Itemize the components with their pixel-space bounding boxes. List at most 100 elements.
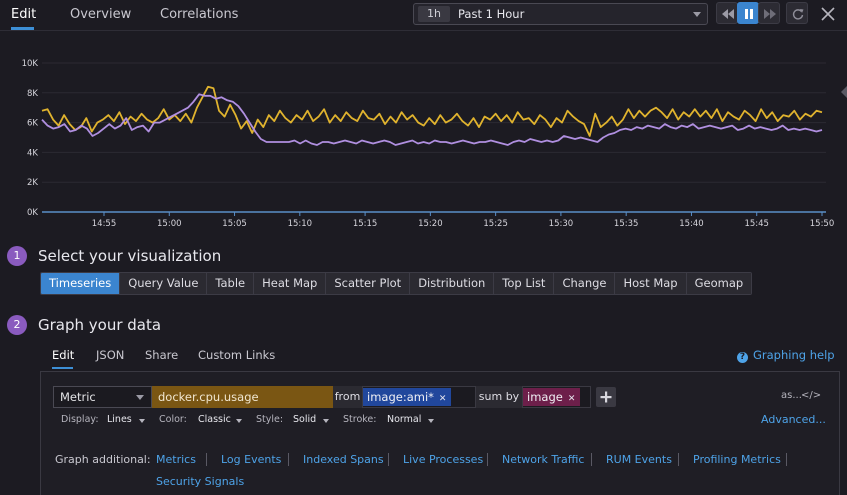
help-icon: ? — [737, 352, 748, 363]
metric-name-input[interactable]: docker.cpu.usage — [152, 386, 333, 408]
divider — [786, 453, 787, 466]
tab-edit[interactable]: Edit — [11, 7, 37, 22]
add-indexed-spans-link[interactable]: Indexed Spans — [303, 453, 384, 466]
scope-input[interactable]: image:ami* ✕ — [362, 386, 476, 408]
add-live-processes-link[interactable]: Live Processes — [403, 453, 484, 466]
chevron-down-icon — [693, 12, 701, 17]
style-select[interactable]: Solid — [293, 414, 317, 425]
color-select[interactable]: Classic — [198, 414, 231, 425]
add-rum-events-link[interactable]: RUM Events — [606, 453, 672, 466]
style-label: Style: — [256, 414, 284, 425]
group-by-tag[interactable]: image ✕ — [523, 388, 581, 406]
group-by-input[interactable]: image ✕ — [522, 386, 591, 408]
close-icon[interactable] — [819, 5, 837, 23]
y-tick-label: 10K — [22, 59, 39, 69]
visualization-type-selector: Timeseries Query Value Table Heat Map Sc… — [40, 272, 753, 295]
x-tick-label: 15:35 — [614, 219, 639, 229]
from-label: from — [333, 386, 362, 408]
divider — [487, 453, 488, 466]
pause-button[interactable] — [737, 2, 759, 24]
y-tick-label: 6K — [27, 119, 38, 129]
chevron-down-icon[interactable] — [428, 419, 434, 423]
y-tick-label: 4K — [27, 148, 38, 158]
editor-tab-json[interactable]: JSON — [96, 348, 125, 362]
series-line-secondary — [41, 93, 823, 146]
fast-forward-icon — [764, 9, 776, 19]
series-line-primary — [41, 85, 823, 137]
reset-button[interactable] — [786, 2, 808, 24]
viz-table-button[interactable]: Table — [207, 273, 255, 294]
scope-tag-label: image:ami* — [367, 390, 434, 404]
chevron-down-icon[interactable] — [139, 419, 145, 423]
active-tab-indicator — [11, 27, 34, 30]
add-log-events-link[interactable]: Log Events — [221, 453, 282, 466]
visualization-section-title: Select your visualization — [38, 247, 222, 265]
graph-additional-label: Graph additional: — [55, 453, 151, 466]
viz-distribution-button[interactable]: Distribution — [410, 273, 495, 294]
editor-tab-custom-links[interactable]: Custom Links — [198, 348, 276, 362]
data-source-select[interactable]: Metric — [53, 386, 152, 408]
scope-tag[interactable]: image:ami* ✕ — [363, 388, 452, 406]
tab-correlations[interactable]: Correlations — [160, 7, 239, 22]
add-network-traffic-link[interactable]: Network Traffic — [502, 453, 585, 466]
sum-by-label: sum by — [476, 386, 522, 408]
rewind-icon — [722, 9, 734, 19]
fast-forward-button[interactable] — [758, 2, 780, 24]
display-label: Display: — [61, 414, 99, 425]
rewind-button[interactable] — [716, 2, 738, 24]
viz-scatter-plot-button[interactable]: Scatter Plot — [326, 273, 411, 294]
viz-change-button[interactable]: Change — [554, 273, 616, 294]
editor-tab-edit[interactable]: Edit — [52, 348, 75, 362]
graphing-help-link[interactable]: ? Graphing help — [737, 348, 835, 363]
add-metrics-link[interactable]: Metrics — [156, 453, 196, 466]
divider — [206, 453, 207, 466]
tab-overview[interactable]: Overview — [70, 7, 132, 22]
stroke-select[interactable]: Normal — [387, 414, 422, 425]
stroke-label: Stroke: — [343, 414, 377, 425]
remove-tag-icon[interactable]: ✕ — [438, 394, 447, 404]
time-range-label: Past 1 Hour — [458, 7, 525, 21]
viz-timeseries-button[interactable]: Timeseries — [41, 273, 121, 294]
advanced-options-link[interactable]: Advanced... — [761, 413, 826, 426]
viz-host-map-button[interactable]: Host Map — [615, 273, 687, 294]
x-tick-label: 15:10 — [288, 219, 313, 229]
divider — [678, 453, 679, 466]
divider — [288, 453, 289, 466]
x-tick-label: 15:30 — [549, 219, 574, 229]
editor-tab-indicator — [52, 367, 73, 369]
add-function-button[interactable] — [596, 387, 616, 407]
chevron-down-icon[interactable] — [323, 419, 329, 423]
editor-header: Edit Overview Correlations 1h Past 1 Hou… — [0, 0, 847, 31]
viz-query-value-button[interactable]: Query Value — [120, 273, 208, 294]
add-profiling-metrics-link[interactable]: Profiling Metrics — [693, 453, 781, 466]
x-tick-label: 15:00 — [157, 219, 182, 229]
alias-button[interactable]: as... — [781, 390, 802, 401]
viz-geomap-button[interactable]: Geomap — [686, 273, 752, 294]
remove-tag-icon[interactable]: ✕ — [567, 394, 576, 404]
chevron-down-icon[interactable] — [236, 419, 242, 423]
time-range-badge: 1h — [418, 6, 450, 22]
code-view-icon[interactable]: </> — [801, 390, 822, 401]
editor-tab-share[interactable]: Share — [145, 348, 179, 362]
data-source-value: Metric — [60, 390, 96, 404]
step-2-badge: 2 — [7, 315, 27, 335]
time-range-select[interactable]: 1h Past 1 Hour — [413, 3, 708, 25]
y-tick-label: 0K — [27, 208, 38, 218]
x-tick-label: 15:45 — [744, 219, 769, 229]
y-tick-label: 2K — [27, 178, 38, 188]
timeseries-chart[interactable]: 0K 2K 4K 6K 8K 10K 14:55 15:00 15:05 15:10 15:15 15… — [0, 34, 847, 234]
viz-heat-map-button[interactable]: Heat Map — [254, 273, 327, 294]
x-tick-label: 15:05 — [222, 219, 247, 229]
step-1-badge: 1 — [7, 246, 27, 266]
divider — [388, 453, 389, 466]
viz-top-list-button[interactable]: Top List — [494, 273, 555, 294]
graphing-help-label: Graphing help — [753, 348, 835, 362]
collapse-handle[interactable] — [841, 83, 847, 98]
x-tick-label: 15:15 — [353, 219, 378, 229]
graph-section-title: Graph your data — [38, 316, 162, 334]
x-tick-label: 15:40 — [679, 219, 704, 229]
display-select[interactable]: Lines — [107, 414, 132, 425]
divider — [591, 453, 592, 466]
chevron-down-icon — [136, 395, 144, 400]
add-security-signals-link[interactable]: Security Signals — [156, 475, 245, 488]
